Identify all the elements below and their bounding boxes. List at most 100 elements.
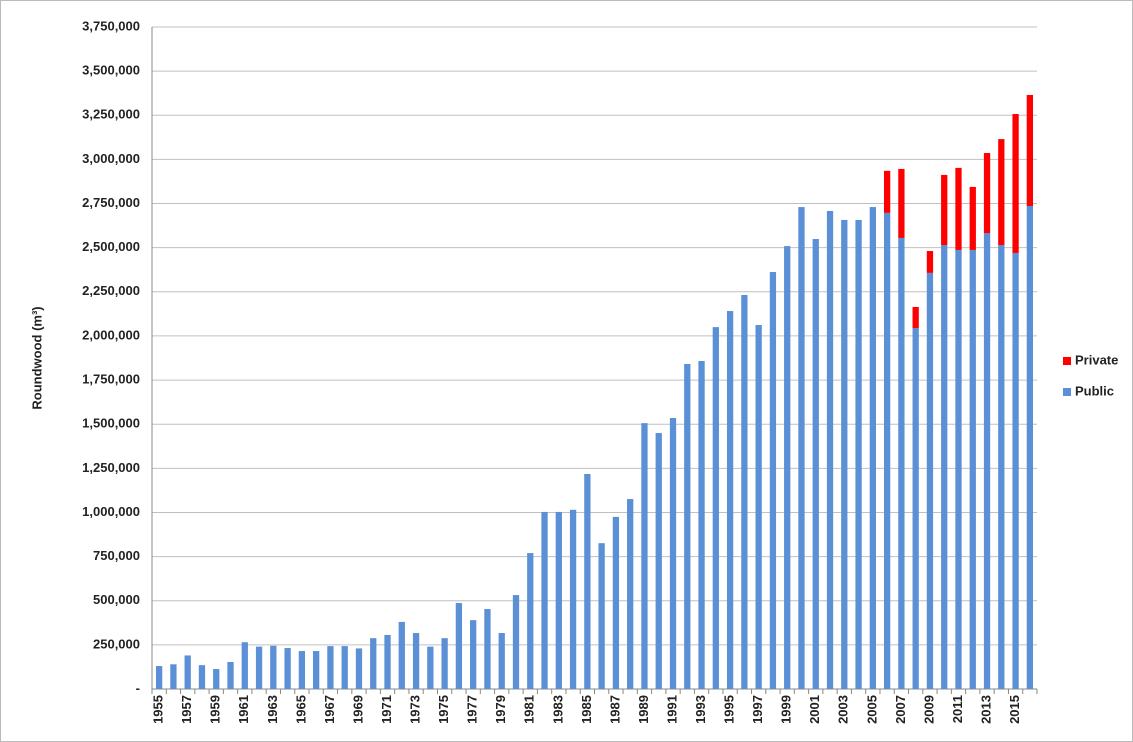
bar-segment: [341, 646, 348, 689]
bar-segment: [969, 186, 976, 250]
bar-segment: [969, 249, 976, 689]
y-tick-label: 2,500,000: [82, 239, 140, 254]
bar-segment: [569, 509, 577, 689]
bar-segment: [955, 167, 962, 250]
x-tick-label: 1955: [151, 695, 166, 724]
bar-segment: [598, 543, 605, 689]
bar-segment: [555, 511, 562, 689]
bar-segment: [284, 648, 291, 689]
y-tick-label: 3,000,000: [82, 151, 140, 166]
x-tick-label: 1967: [322, 695, 337, 724]
x-tick-label: 2013: [978, 695, 993, 724]
bar-segment: [898, 237, 905, 689]
bar-segment: [869, 207, 876, 689]
x-tick-label: 2003: [836, 695, 851, 724]
bar-segment: [983, 233, 991, 689]
bar-segment: [912, 327, 919, 689]
x-tick-label: 1965: [293, 695, 308, 724]
bar-segment: [898, 168, 905, 238]
x-tick-label: 1999: [779, 695, 794, 724]
y-tick-label: -: [136, 680, 140, 695]
x-tick-label: 1981: [522, 695, 537, 724]
y-axis-label: Roundwood (m³): [29, 306, 44, 409]
bar-segment: [255, 646, 263, 689]
bar-segment: [883, 170, 891, 213]
bar-segment: [983, 153, 991, 234]
y-tick-label: 1,250,000: [82, 460, 140, 475]
x-tick-label: 1975: [436, 695, 451, 724]
bar-segment: [184, 655, 191, 689]
bar-segment: [955, 249, 962, 689]
y-tick-label: 500,000: [93, 592, 140, 607]
bar-segment: [412, 633, 420, 689]
x-tick-label: 2015: [1007, 695, 1022, 724]
y-tick-label: 3,250,000: [82, 107, 140, 122]
y-tick-label: 2,000,000: [82, 327, 140, 342]
bar-segment: [241, 642, 248, 689]
bar-segment: [198, 665, 206, 689]
bar-segment: [298, 651, 306, 689]
x-tick-label: 1957: [179, 695, 194, 724]
x-tick-label: 1963: [265, 695, 280, 724]
bar-segment: [584, 473, 591, 689]
x-tick-label: 1995: [722, 695, 737, 724]
bar-segment: [627, 499, 634, 689]
x-tick-label: 1987: [607, 695, 622, 724]
bar-segment: [784, 246, 791, 689]
bar-segment: [926, 251, 934, 273]
bar-segment: [726, 311, 734, 689]
bar-segment: [155, 666, 163, 689]
bar-segment: [1026, 206, 1034, 689]
bar-segment: [883, 212, 891, 690]
bar-segment: [684, 364, 691, 689]
bar-segment: [841, 219, 848, 689]
bar-segment: [370, 638, 377, 689]
y-tick-label: 1,000,000: [82, 504, 140, 519]
bar-segment: [712, 327, 719, 689]
x-tick-label: 1993: [693, 695, 708, 724]
bar-segment: [641, 423, 648, 689]
bar-segment: [741, 294, 748, 689]
x-tick-label: 1977: [465, 695, 480, 724]
bar-segment: [313, 651, 320, 689]
bar-segment: [455, 603, 463, 689]
x-tick-label: 2011: [950, 695, 965, 723]
legend-swatch: [1063, 357, 1071, 365]
bar-segment: [698, 361, 705, 689]
bar-segment: [512, 595, 520, 689]
bar-segment: [941, 245, 948, 689]
x-tick-label: 1973: [408, 695, 423, 724]
bar-segment: [327, 646, 334, 689]
x-tick-label: 1971: [379, 695, 394, 724]
bar-segment: [998, 245, 1005, 689]
x-tick-label: 1983: [550, 695, 565, 724]
y-tick-label: 2,750,000: [82, 195, 140, 210]
x-tick-label: 1985: [579, 695, 594, 724]
bar-segment: [270, 645, 277, 689]
bar-segment: [355, 648, 363, 689]
bar-segment: [855, 219, 862, 689]
bar-segment: [998, 139, 1005, 246]
bar-segment: [1012, 252, 1019, 690]
bar-segment: [541, 511, 548, 689]
legend-label: Private: [1075, 352, 1118, 367]
x-tick-label: 2005: [864, 695, 879, 724]
x-tick-label: 1961: [236, 695, 251, 724]
bar-segment: [170, 664, 177, 689]
y-tick-label: 3,500,000: [82, 63, 140, 78]
bar-segment: [1012, 114, 1019, 253]
x-tick-label: 2001: [807, 695, 822, 724]
bar-segment: [227, 661, 234, 689]
y-tick-label: 3,750,000: [82, 18, 140, 33]
x-tick-label: 1979: [493, 695, 508, 724]
y-tick-label: 1,750,000: [82, 372, 140, 387]
x-tick-label: 1991: [664, 695, 679, 724]
bar-segment: [941, 174, 948, 246]
bar-segment: [498, 633, 505, 689]
bar-segment: [427, 646, 434, 689]
x-tick-label: 1959: [208, 695, 223, 724]
bar-segment: [612, 516, 620, 689]
